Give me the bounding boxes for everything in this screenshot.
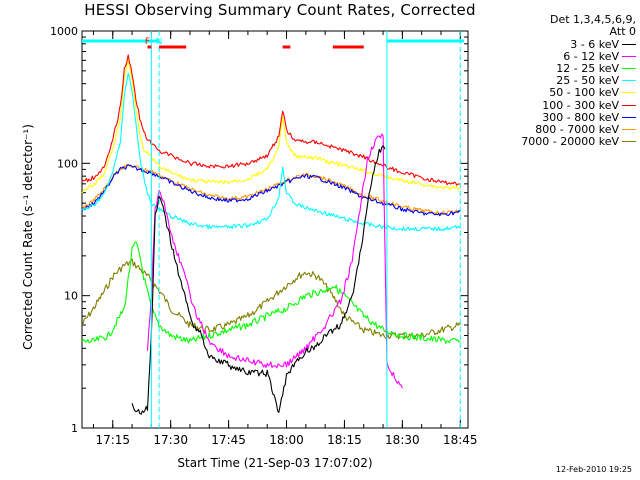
y-tick-label: 10 [64,290,78,303]
legend-swatch [622,80,636,82]
series-line-8 [81,258,461,340]
x-tick-label: 17:15 [95,433,130,447]
legend-swatch [622,128,636,130]
x-tick-label: 18:15 [327,433,362,447]
legend-entry: 100 - 300 keV [480,98,636,112]
legend-swatch [622,116,636,118]
x-tick-label: 18:00 [269,433,304,447]
series-line-1 [146,133,403,389]
legend-label: 7000 - 20000 keV [521,135,619,149]
legend-swatch [622,104,636,106]
legend-label: 6 - 12 keV [563,49,619,63]
flag-annotation-1: N [156,37,163,47]
legend-label: 300 - 800 keV [542,110,619,124]
legend-header-line-1: Det 1,3,4,5,6,9, [549,13,636,26]
legend-label: 3 - 6 keV [570,37,619,51]
y-tick-label: 1 [71,422,78,435]
y-tick-label: 1000 [50,25,78,38]
series-line-3 [81,72,461,232]
x-axis-label: Start Time (21-Sep-03 17:07:02) [177,456,373,470]
legend-swatch [622,43,636,45]
legend-entry: 7000 - 20000 keV [480,135,636,149]
legend-label: 50 - 100 keV [549,86,619,100]
series-line-2 [81,241,461,344]
y-axis-label: Corrected Count Rate (s⁻¹ detector⁻¹) [21,124,35,350]
series-line-4 [81,60,461,194]
legend-swatch [622,141,636,143]
x-tick-label: 18:30 [385,433,420,447]
flag-annotation-0: F [145,37,150,47]
series-line-0 [131,145,386,415]
legend-label: 800 - 7000 keV [535,122,619,136]
legend-entry: 300 - 800 keV [480,110,636,124]
x-tick-label: 17:30 [153,433,188,447]
legend-label: 12 - 25 keV [556,61,619,75]
legend-swatch [622,67,636,69]
y-tick-label: 100 [57,157,78,170]
legend-label: 100 - 300 keV [542,98,619,112]
series-line-6 [81,164,461,217]
legend-header-line-2: Att 0 [609,25,636,38]
x-tick-label: 18:45 [443,433,478,447]
legend-swatch [622,92,636,94]
legend-entry: 3 - 6 keV [480,37,636,51]
legend-entry: 6 - 12 keV [480,49,636,63]
x-tick-label: 17:45 [211,433,246,447]
legend: Det 1,3,4,5,6,9, Att 0 3 - 6 keV 6 - 12 k… [480,14,636,148]
series-line-5 [81,54,461,186]
legend-swatch [622,55,636,57]
legend-entry: 800 - 7000 keV [480,122,636,136]
legend-label: 25 - 50 keV [556,74,619,88]
plot-frame [81,30,469,429]
legend-entry: 50 - 100 keV [480,86,636,100]
legend-entry: 12 - 25 keV [480,61,636,75]
legend-entry: 25 - 50 keV [480,74,636,88]
timestamp: 12-Feb-2010 19:25 [555,465,632,474]
chart-title: HESSI Observing Summary Count Rates, Cor… [84,1,476,19]
